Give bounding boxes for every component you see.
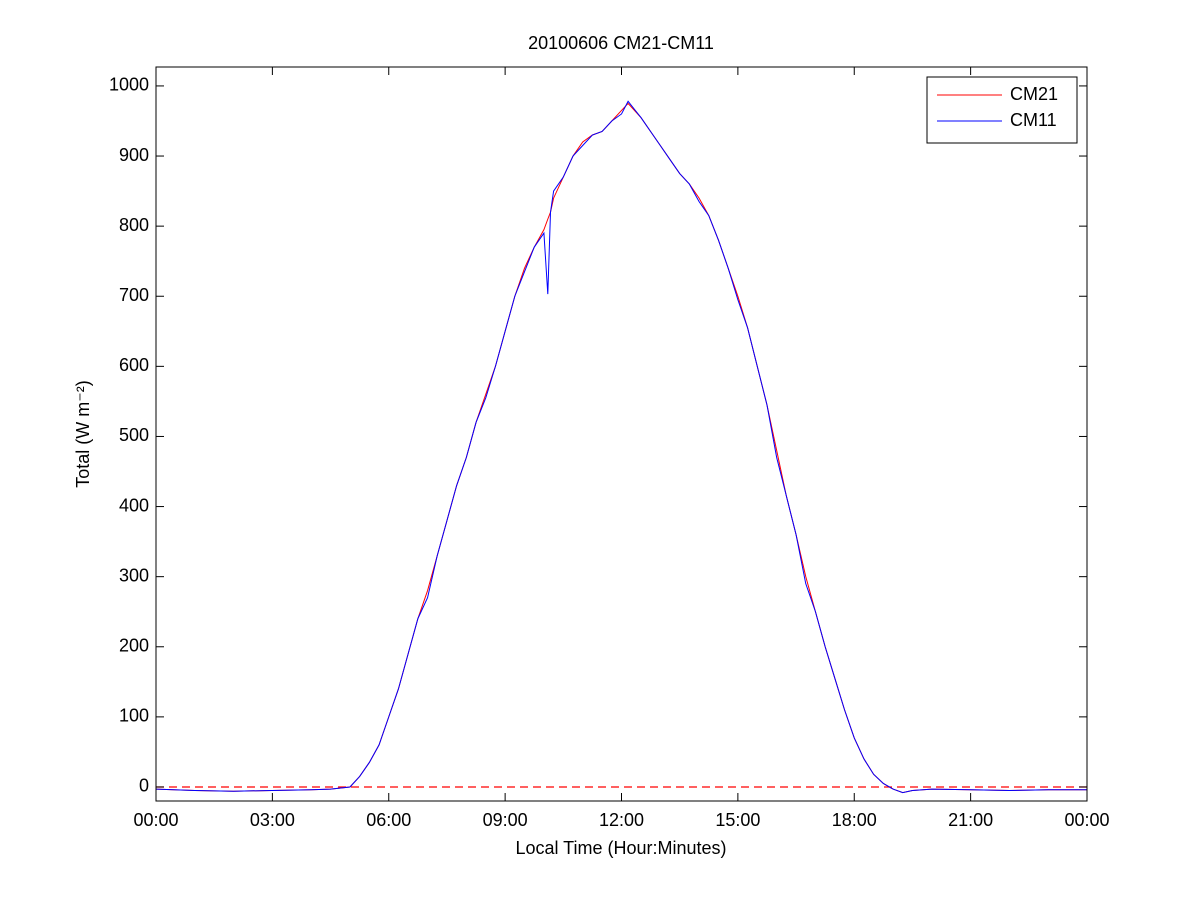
y-tick-label: 700 <box>119 285 149 305</box>
x-tick-label: 15:00 <box>715 810 760 830</box>
x-tick-label: 00:00 <box>1064 810 1109 830</box>
y-tick-label: 300 <box>119 565 149 585</box>
data-line <box>155 100 1087 794</box>
x-tick-label: 18:00 <box>832 810 877 830</box>
y-tick-label: 1000 <box>109 75 149 95</box>
x-tick-label: 03:00 <box>250 810 295 830</box>
x-tick-label: 00:00 <box>133 810 178 830</box>
legend-box <box>926 76 1078 144</box>
x-tick-label: 09:00 <box>483 810 528 830</box>
x-axis-label: Local Time (Hour:Minutes) <box>515 838 726 858</box>
y-tick-label: 800 <box>119 215 149 235</box>
y-tick-label: 900 <box>119 145 149 165</box>
y-tick-label: 0 <box>139 776 149 796</box>
y-tick-label: 400 <box>119 495 149 515</box>
x-tick-label: 12:00 <box>599 810 644 830</box>
legend-label: CM21 <box>1010 84 1058 104</box>
y-tick-label: 200 <box>119 636 149 656</box>
y-tick-label: 100 <box>119 706 149 726</box>
x-tick-label: 06:00 <box>366 810 411 830</box>
y-tick-label: 600 <box>119 355 149 375</box>
legend-label: CM11 <box>1010 110 1057 130</box>
y-axis-label: Total (W m⁻²) <box>73 380 93 488</box>
chart-title: 20100606 CM21-CM11 <box>528 33 714 53</box>
x-tick-label: 21:00 <box>948 810 993 830</box>
y-tick-label: 500 <box>119 425 149 445</box>
